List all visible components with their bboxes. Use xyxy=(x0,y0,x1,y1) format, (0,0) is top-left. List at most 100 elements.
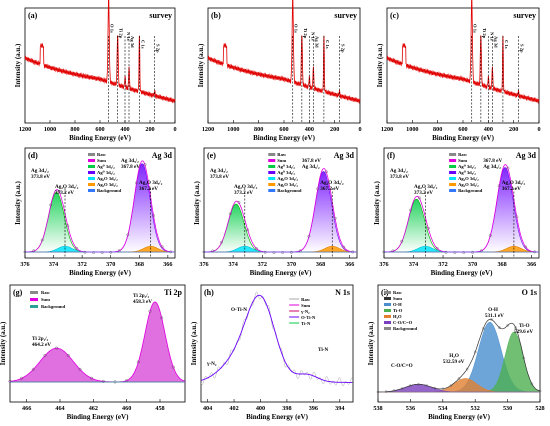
legend-swatch xyxy=(268,177,276,180)
x-tick-label: 374 xyxy=(409,261,418,268)
annotation: 367.8 eV xyxy=(483,158,502,164)
x-tick-label: 800 xyxy=(70,126,79,133)
x-axis-label: Binding Energy (eV) xyxy=(69,269,132,277)
annotation: Ag 3d₅/₂ xyxy=(302,164,320,170)
y-axis-label: Intensity (a.u.) xyxy=(14,43,22,87)
raw-point xyxy=(515,215,519,219)
legend-swatch xyxy=(30,291,38,294)
raw-point xyxy=(400,239,404,243)
x-axis-label: Binding Energy (eV) xyxy=(432,134,495,142)
peak-label: Ag 3d xyxy=(130,36,135,48)
plot-frame xyxy=(207,7,361,124)
annotation: Ag 3d₃/₂ xyxy=(31,168,49,174)
panel-letter: (h) xyxy=(204,288,214,297)
legend-swatch xyxy=(384,291,391,294)
legend-swatch xyxy=(384,297,391,300)
peak-label: Ti 2p xyxy=(303,28,308,39)
x-tick-label: 368 xyxy=(135,261,144,268)
legend-item: Sum xyxy=(301,303,310,308)
annotation: Ti 2p₁/₂ xyxy=(32,336,49,342)
legend-swatch xyxy=(449,177,457,180)
x-tick-label: 600 xyxy=(95,126,104,133)
annotation: 373.8 eV xyxy=(210,174,229,180)
raw-point xyxy=(43,354,47,358)
x-tick-label: 462 xyxy=(89,405,98,412)
raw-point xyxy=(20,376,24,380)
raw-point xyxy=(135,181,138,185)
raw-point xyxy=(401,387,404,390)
raw-point xyxy=(290,250,293,254)
x-tick-label: 374 xyxy=(49,261,58,268)
panel-letter: (c) xyxy=(390,11,399,20)
legend-swatch xyxy=(449,189,457,192)
x-tick-label: 376 xyxy=(20,261,29,268)
raw-point xyxy=(92,251,95,254)
x-tick-label: 532 xyxy=(471,405,480,412)
panel-title: survey xyxy=(513,11,536,20)
raw-point xyxy=(101,379,105,383)
x-tick-label: 0 xyxy=(537,126,540,133)
panel-letter: (d) xyxy=(28,151,38,160)
legend-item: Raw xyxy=(301,297,311,302)
legend-item: Ag⁰ 3d₃/₂ xyxy=(458,164,476,169)
x-tick-label: 466 xyxy=(22,405,31,412)
x-axis-label: Binding Energy (eV) xyxy=(67,413,130,421)
raw-point xyxy=(90,376,94,380)
annotation: 532.59 eV xyxy=(443,359,465,365)
panel-1: 1200 1000 800 600 400 200 0 Binding Energy (eV)… xyxy=(14,0,177,142)
annotation: 367.2 eV xyxy=(502,186,521,192)
panel-title: Ag 3d xyxy=(152,151,173,160)
annotation: O-H xyxy=(488,307,498,313)
raw-point xyxy=(228,212,232,216)
annotation: 373.8 eV xyxy=(390,174,409,180)
panel-7: 466 464 462 460 458 Binding Energy (eV) Intens… xyxy=(0,284,186,421)
annotation: O-Ti-N xyxy=(231,307,247,313)
y-axis-label: Intensity (a.u.) xyxy=(190,321,198,365)
raw-point xyxy=(324,170,328,174)
annotation: Ti-N xyxy=(318,347,329,353)
x-tick-label: 366 xyxy=(163,261,172,268)
raw-point xyxy=(57,190,61,194)
legend-swatch xyxy=(88,159,95,162)
x-tick-label: 1000 xyxy=(227,126,239,133)
raw-point xyxy=(246,228,250,232)
raw-point xyxy=(152,214,155,217)
x-tick-label: 398 xyxy=(282,405,291,412)
x-axis-label: Binding Energy (eV) xyxy=(253,134,316,142)
legend-item: Ti-O xyxy=(393,308,403,313)
raw-point xyxy=(272,251,276,254)
raw-point xyxy=(8,379,12,383)
peak-label: N 1s xyxy=(126,32,131,41)
raw-point xyxy=(307,234,311,238)
raw-point xyxy=(435,247,439,250)
sum-curve xyxy=(200,294,353,383)
legend-item: O-Ti-N xyxy=(301,315,316,320)
legend-item: Background xyxy=(458,188,483,193)
raw-point xyxy=(160,316,164,320)
panel-title: survey xyxy=(334,11,357,20)
peak-label: S 2p xyxy=(156,44,161,53)
legend-item: Ag₂O 3d₃/₂ xyxy=(277,182,298,187)
raw-point xyxy=(66,224,70,228)
legend-swatch xyxy=(384,327,391,330)
x-tick-label: 368 xyxy=(316,261,325,268)
panel-letter: (g) xyxy=(13,288,23,297)
annotation: 373.2 eV xyxy=(55,190,74,196)
legend-swatch xyxy=(88,153,95,156)
raw-point xyxy=(160,245,164,249)
raw-point xyxy=(482,327,485,330)
legend-swatch xyxy=(384,315,391,318)
plot-frame xyxy=(200,284,354,403)
y-axis-label: Intensity (a.u.) xyxy=(193,180,201,224)
raw-point xyxy=(409,384,412,387)
legend-item: Ag⁰ 3d₅/₂ xyxy=(277,170,295,175)
legend-item: Background xyxy=(97,188,122,193)
x-tick-label: 460 xyxy=(122,405,131,412)
legend-swatch xyxy=(30,305,38,308)
legend-swatch xyxy=(268,159,276,162)
annotation: Ag₂O 3d₃/₂ xyxy=(55,184,79,190)
raw-point xyxy=(316,187,320,191)
panel-3: 1200 1000 800 600 400 200 0 Binding Energy (eV)… xyxy=(376,0,541,142)
survey-spectrum xyxy=(386,0,540,105)
legend-swatch xyxy=(449,171,457,174)
